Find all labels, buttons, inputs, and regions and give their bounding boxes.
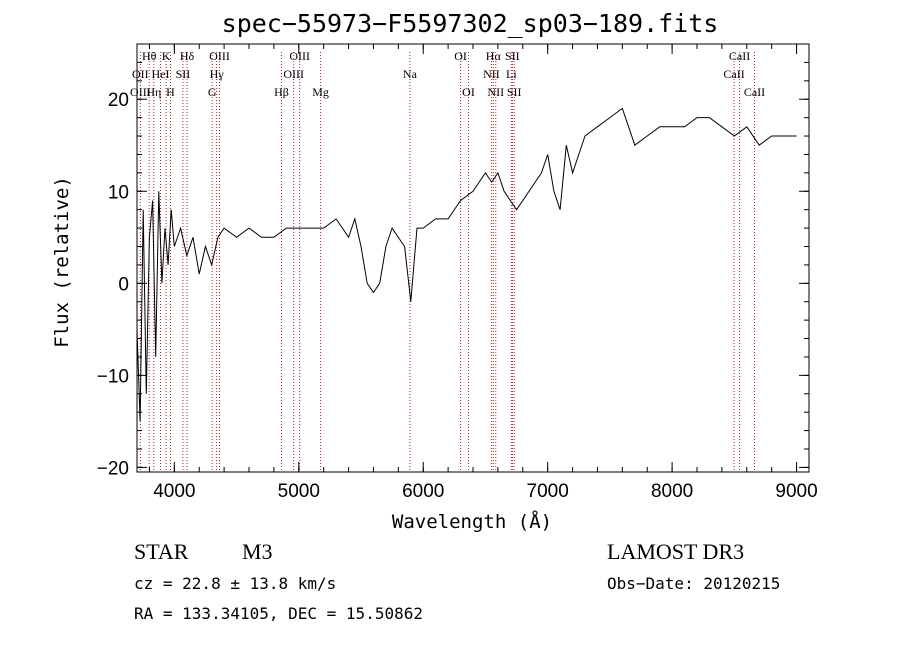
spectral-line-label: Na — [403, 67, 418, 81]
spectral-line-label: Mg — [312, 85, 329, 99]
x-tick-label: 7000 — [527, 481, 569, 502]
spectral-line-label: OI — [454, 49, 467, 63]
x-axis-label: Wavelength (Å) — [392, 510, 552, 533]
spectral-line-label: NII — [483, 67, 500, 81]
y-tick-label: 10 — [108, 182, 129, 203]
object-subclass: M3 — [242, 539, 273, 564]
spectral-line-label: Hγ — [210, 67, 225, 81]
spectral-line-label: OIII — [209, 49, 230, 63]
spectral-line-label: CaII — [744, 85, 765, 99]
x-tick-label: 9000 — [775, 481, 817, 502]
object-class: STAR — [134, 539, 189, 564]
x-tick-label: 6000 — [402, 481, 444, 502]
y-tick-label: 0 — [118, 274, 129, 295]
spectral-line-label: Hδ — [180, 49, 195, 63]
spectral-line-label: NII — [487, 85, 504, 99]
spectral-line-label: K — [162, 49, 171, 63]
spectral-line-label: Hθ — [142, 49, 157, 63]
spectral-line-label: SII — [507, 85, 522, 99]
spectral-line-label: Hβ — [274, 85, 289, 99]
x-tick-label: 5000 — [278, 481, 320, 502]
spectral-line-label: SII — [505, 49, 520, 63]
info-panel: STAR M3 LAMOST DR3 cz = 22.8 ± 13.8 km/s… — [134, 539, 780, 623]
x-axis-ticks: 4000 5000 6000 7000 8000 9000 — [148, 44, 818, 502]
spectral-line-label: G — [208, 85, 217, 99]
y-tick-label: −10 — [97, 366, 129, 387]
spectrum-line — [136, 107, 797, 422]
sky-coordinates: RA = 133.34105, DEC = 15.50862 — [134, 604, 423, 623]
spectral-line-label: OIII — [283, 67, 304, 81]
spectral-line-label: OIII — [289, 49, 310, 63]
y-tick-label: 20 — [108, 90, 129, 111]
y-axis-ticks: −20 −10 0 10 20 — [97, 61, 809, 479]
x-tick-label: 4000 — [153, 481, 195, 502]
redshift-velocity: cz = 22.8 ± 13.8 km/s — [134, 574, 336, 593]
spectral-line-label: Hα — [486, 49, 502, 63]
spectral-line-label: CaII — [729, 49, 750, 63]
y-axis-label: Flux (relative) — [51, 176, 73, 348]
spectral-line-label: Hη — [146, 85, 161, 99]
spectral-line-label: HeI — [152, 67, 170, 81]
plot-frame — [136, 43, 810, 473]
spectral-line-label: H — [166, 85, 175, 99]
spectral-line-label: OI — [462, 85, 475, 99]
observation-date: Obs−Date: 20120215 — [607, 574, 780, 593]
spectral-line-markers — [139, 52, 755, 472]
survey-name: LAMOST DR3 — [607, 539, 744, 564]
spectral-line-label: OII — [132, 67, 149, 81]
chart-title: spec−55973−F5597302_sp03−189.fits — [222, 9, 719, 38]
spectral-line-label: SII — [176, 67, 191, 81]
spectral-line-label: CaII — [723, 67, 744, 81]
x-tick-label: 8000 — [651, 481, 693, 502]
spectral-line-label: Li — [506, 67, 517, 81]
spectral-line-label: OIII — [130, 85, 151, 99]
y-tick-label: −20 — [97, 458, 129, 479]
